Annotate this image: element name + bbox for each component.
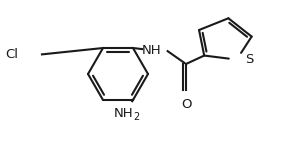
Text: S: S [245,53,253,66]
Text: O: O [181,98,191,111]
Text: 2: 2 [133,112,139,122]
Text: NH: NH [142,43,162,57]
Text: Cl: Cl [5,49,18,61]
Text: NH: NH [114,107,134,120]
